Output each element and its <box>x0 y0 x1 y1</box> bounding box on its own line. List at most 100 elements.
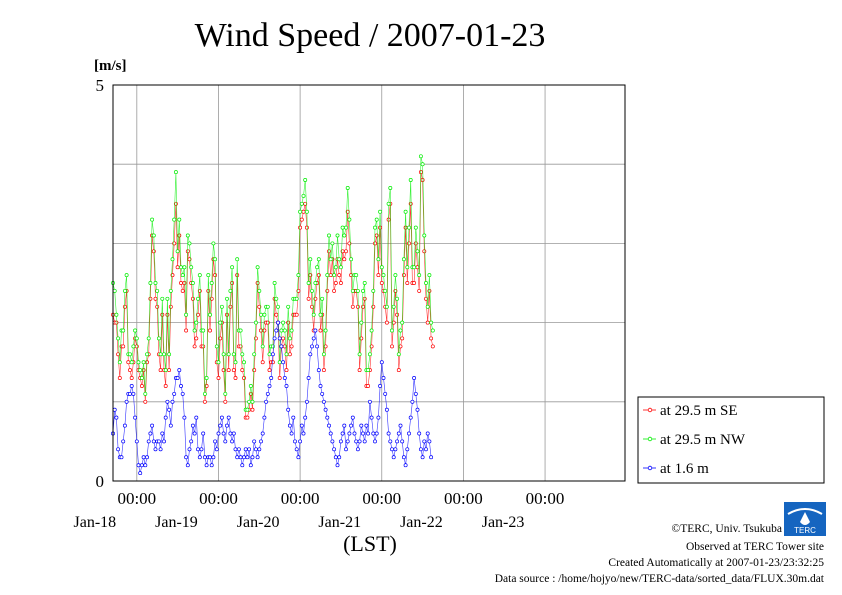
data-point <box>136 463 141 468</box>
data-point <box>153 447 158 452</box>
data-point <box>306 376 311 380</box>
data-point <box>357 352 362 357</box>
data-point <box>128 352 132 357</box>
data-point <box>325 415 330 420</box>
data-point <box>349 257 354 262</box>
data-point <box>427 273 432 278</box>
data-point <box>425 320 430 325</box>
data-point <box>379 265 384 270</box>
legend-entry: at 29.5 m NW <box>660 432 746 448</box>
data-point <box>194 320 199 325</box>
data-point <box>388 186 393 190</box>
data-point <box>262 312 267 317</box>
data-point <box>151 439 156 444</box>
data-point <box>422 439 427 444</box>
data-point <box>281 360 286 365</box>
data-point <box>383 288 388 293</box>
data-point <box>321 399 326 404</box>
data-point <box>264 399 269 404</box>
data-point <box>139 376 144 380</box>
data-point <box>228 288 233 293</box>
data-point <box>156 336 161 341</box>
data-point <box>359 423 364 428</box>
data-point <box>190 281 195 285</box>
data-point <box>315 344 320 349</box>
data-point <box>304 225 309 230</box>
data-point <box>398 423 403 428</box>
data-point <box>276 320 280 325</box>
data-point <box>185 463 190 468</box>
data-point <box>214 447 219 452</box>
data-point <box>284 368 289 373</box>
data-point <box>139 384 144 388</box>
data-point <box>213 439 218 444</box>
data-point <box>208 328 212 333</box>
data-point <box>190 296 195 301</box>
data-point <box>259 312 263 317</box>
y-tick-label: 0 <box>96 472 105 491</box>
x-tick-date: Jan-19 <box>155 514 198 531</box>
data-point <box>374 217 379 222</box>
data-point <box>323 407 328 412</box>
data-point <box>391 455 396 460</box>
data-point <box>311 336 316 341</box>
data-point <box>202 399 207 404</box>
data-point <box>194 336 199 341</box>
data-point <box>373 439 377 444</box>
data-point <box>235 257 240 262</box>
data-point <box>287 423 292 428</box>
data-point <box>321 352 326 357</box>
data-point <box>328 273 333 278</box>
data-point <box>299 201 304 206</box>
data-point <box>333 281 338 285</box>
data-point <box>228 304 233 309</box>
data-point <box>357 368 362 373</box>
series-2 <box>111 154 435 412</box>
data-point <box>194 415 199 420</box>
data-point <box>160 296 165 301</box>
data-point <box>197 455 202 460</box>
data-point <box>253 320 258 325</box>
data-point <box>374 431 379 436</box>
data-point <box>316 273 321 278</box>
data-point <box>430 328 435 333</box>
data-point <box>284 352 289 357</box>
data-point <box>316 257 321 262</box>
data-point <box>378 225 383 230</box>
data-point <box>425 431 430 436</box>
legend-entry: at 29.5 m SE <box>660 403 738 419</box>
data-point <box>332 288 337 293</box>
data-point <box>289 328 294 333</box>
data-point <box>281 336 286 341</box>
data-point <box>400 320 405 325</box>
created-text: Created Automatically at 2007-01-23/23:3… <box>608 557 824 569</box>
data-point <box>262 415 267 420</box>
data-point <box>286 407 291 412</box>
data-point <box>412 265 417 270</box>
data-point <box>238 455 243 460</box>
data-point <box>415 249 420 254</box>
data-point <box>168 304 173 309</box>
data-point <box>165 399 170 404</box>
data-point <box>270 360 275 365</box>
data-point <box>145 352 149 357</box>
data-point <box>182 265 187 270</box>
data-point <box>367 399 372 404</box>
data-point <box>401 455 406 460</box>
data-point <box>332 447 337 452</box>
data-point <box>294 312 299 317</box>
data-point <box>395 439 400 444</box>
data-point <box>425 304 430 309</box>
data-point <box>179 281 183 285</box>
data-point <box>342 257 347 262</box>
data-point <box>429 455 434 460</box>
legend-swatch-marker <box>647 436 653 442</box>
data-point <box>122 423 127 428</box>
data-point <box>245 407 250 412</box>
data-point <box>218 320 223 325</box>
data-point <box>225 296 229 301</box>
data-point <box>248 384 253 388</box>
data-point <box>202 391 207 396</box>
data-point <box>270 352 275 357</box>
data-point <box>253 447 258 452</box>
